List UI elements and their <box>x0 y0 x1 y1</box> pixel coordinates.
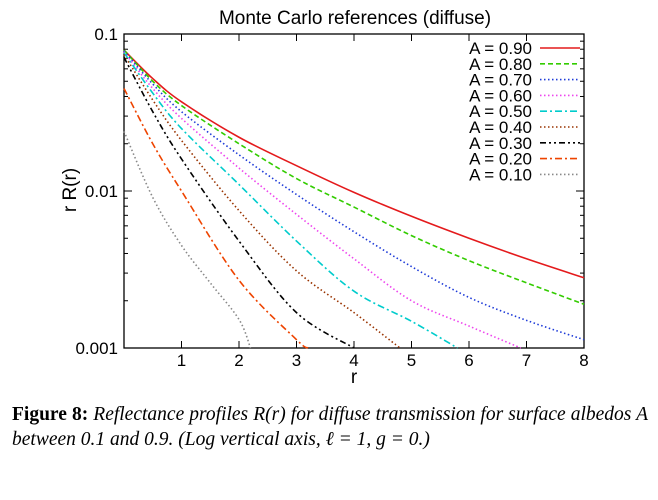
x-tick-label: 5 <box>407 351 416 370</box>
legend-label: A = 0.90 <box>469 39 532 58</box>
legend-label: A = 0.40 <box>469 118 532 137</box>
x-tick-label: 4 <box>349 351 358 370</box>
series-line <box>123 52 458 349</box>
y-axis-label: r R(r) <box>60 168 81 212</box>
x-tick-label: 6 <box>464 351 473 370</box>
series-line <box>123 88 309 349</box>
legend-label: A = 0.80 <box>469 55 532 74</box>
legend-label: A = 0.50 <box>469 102 532 121</box>
legend-label: A = 0.20 <box>469 150 532 169</box>
x-tick-label: 1 <box>177 351 186 370</box>
chart-title: Monte Carlo references (diffuse) <box>219 8 491 29</box>
x-tick-label: 3 <box>292 351 301 370</box>
legend: A = 0.90A = 0.80A = 0.70A = 0.60A = 0.50… <box>469 39 580 184</box>
series-line <box>123 54 401 349</box>
figure-caption: Figure 8: Reflectance profiles R(r) for … <box>12 402 648 452</box>
legend-label: A = 0.30 <box>469 134 532 153</box>
caption-label: Figure 8: <box>12 404 89 425</box>
caption-text: Reflectance profiles R(r) for diffuse tr… <box>12 404 648 450</box>
series-line <box>123 130 252 349</box>
legend-label: A = 0.60 <box>469 86 532 105</box>
x-tick-label: 2 <box>234 351 243 370</box>
y-tick-label: 0.01 <box>85 182 118 201</box>
y-tick-label: 0.001 <box>75 339 118 358</box>
axis-ticks: 1 2 3 4 5 6 7 8 0.001 0.01 0.1 <box>75 25 588 370</box>
series-line <box>123 49 585 305</box>
chart: Monte Carlo references (diffuse) r R(r) … <box>60 8 589 388</box>
series-line <box>123 51 522 349</box>
x-tick-label: 7 <box>522 351 531 370</box>
series-lines <box>123 49 585 349</box>
series-line <box>123 49 585 279</box>
legend-label: A = 0.10 <box>469 165 532 184</box>
y-tick-label: 0.1 <box>94 25 118 44</box>
legend-label: A = 0.70 <box>469 71 532 90</box>
x-tick-label: 8 <box>579 351 588 370</box>
series-line <box>123 56 355 349</box>
x-axis-label: r <box>351 367 358 388</box>
